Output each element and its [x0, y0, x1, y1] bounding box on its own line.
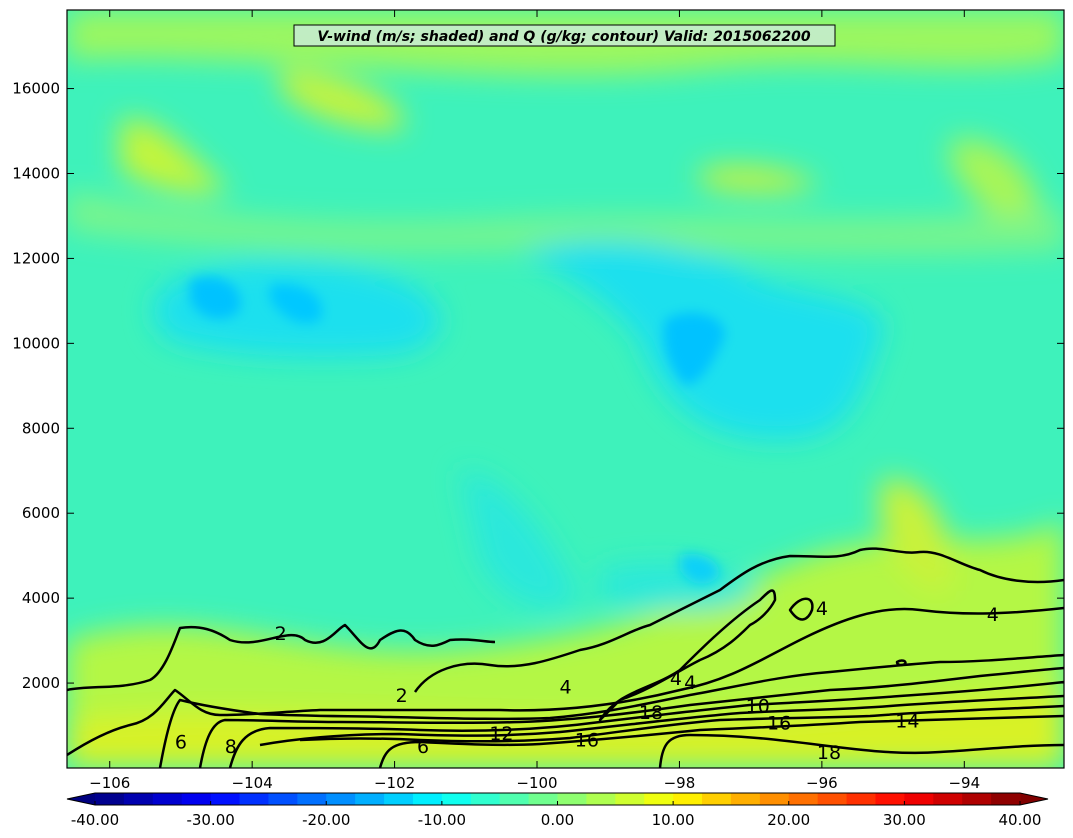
colorbar-segment	[586, 793, 616, 805]
colorbar-segment	[933, 793, 963, 805]
colorbar-segment	[268, 793, 298, 805]
q-contour-12	[228, 680, 1064, 768]
y-tick-label: 2000	[22, 674, 60, 692]
colorbar-tick-label: 40.00	[999, 811, 1042, 829]
colorbar-segment	[904, 793, 934, 805]
colorbar-tick-label: 10.00	[652, 811, 695, 829]
colorbar-tick-label: -10.00	[418, 811, 466, 829]
x-tick-label: −98	[664, 774, 696, 792]
contour-label: 16	[575, 729, 599, 751]
colorbar-segment	[615, 793, 645, 805]
colorbar-tick-label: -30.00	[186, 811, 234, 829]
colorbar-segment	[730, 793, 761, 805]
contour-label: 16	[767, 712, 791, 734]
q-contour-4-east	[788, 597, 814, 621]
title-box	[293, 24, 836, 47]
q-contour-16	[299, 704, 1064, 743]
x-axis: −106 −104 −102 −100 −98 −96 −94	[89, 10, 980, 792]
chart-title: V-wind (m/s; shaded) and Q (g/kg; contou…	[317, 29, 810, 45]
contour-label: 4	[987, 604, 999, 626]
colorbar-segment	[95, 793, 125, 805]
q-contour-lines	[67, 547, 1064, 768]
colorbar-segment	[470, 793, 501, 805]
colorbar-segment	[557, 793, 587, 805]
colorbar: -40.00 -30.00 -20.00 -10.00 0.00 10.00 20.00 30…	[66, 792, 1049, 829]
x-tick-label: −102	[374, 774, 415, 792]
contour-label: 18	[817, 742, 841, 764]
contour-label: 18	[639, 702, 663, 724]
plot-frame	[66, 9, 1065, 769]
contour-label: 10	[746, 695, 770, 717]
contour-label: 2	[396, 685, 408, 707]
y-tick-label: 4000	[22, 589, 60, 607]
colorbar-segment	[875, 793, 905, 805]
x-tick-label: −94	[948, 774, 980, 792]
q-contour-6	[67, 606, 1064, 757]
colorbar-segment	[123, 793, 154, 805]
shaded-field-minima	[190, 276, 725, 585]
colorbar-segment	[673, 793, 703, 805]
q-contour-18	[378, 714, 1064, 768]
colorbar-segment	[239, 793, 269, 805]
y-tick-label: 16000	[12, 80, 60, 98]
colorbar-segment	[759, 793, 790, 805]
colorbar-segment	[528, 793, 558, 805]
colorbar-tick-label: 20.00	[767, 811, 810, 829]
colorbar-segment	[412, 793, 443, 805]
contour-label: 6	[175, 732, 187, 754]
colorbar-segment	[644, 793, 674, 805]
x-tick-label: −106	[89, 774, 130, 792]
q-contour-4-inner	[598, 589, 777, 722]
colorbar-segment	[181, 793, 212, 805]
contour-label: 4	[559, 676, 571, 698]
contour-label: 8	[225, 736, 237, 758]
q-contour-14	[259, 694, 1064, 747]
y-tick-label: 10000	[12, 334, 60, 352]
colorbar-segment	[499, 793, 530, 805]
y-tick-label: 12000	[12, 249, 60, 267]
y-axis: 2000 4000 6000 8000 10000 12000 14000 16000	[12, 80, 1064, 692]
colorbar-extend-min	[67, 793, 95, 805]
q-contour-18-east	[658, 733, 1064, 768]
colorbar-tick-label: -20.00	[302, 811, 350, 829]
q-contour-4-outer	[413, 547, 1064, 693]
colorbar-segment	[355, 793, 385, 805]
contour-label: 6	[417, 736, 429, 758]
colorbar-segment	[817, 793, 848, 805]
contour-label: 4	[816, 598, 828, 620]
y-tick-label: 8000	[22, 419, 60, 437]
colorbar-tick-label: 30.00	[883, 811, 926, 829]
y-tick-label: 6000	[22, 504, 60, 522]
colorbar-segment	[962, 793, 992, 805]
colorbar-segment	[297, 793, 327, 805]
q-contour-10	[198, 666, 1064, 768]
contour-label: 12	[489, 723, 513, 745]
x-tick-label: −100	[516, 774, 557, 792]
contour-label: 14	[895, 710, 919, 732]
colorbar-extend-max	[1020, 793, 1048, 805]
colorbar-segment	[991, 793, 1021, 805]
q-contour-8	[158, 653, 1064, 768]
colorbar-segment	[384, 793, 414, 805]
x-tick-label: −96	[806, 774, 838, 792]
colorbar-tick-label: -40.00	[71, 811, 119, 829]
colorbar-tick-label: 0.00	[541, 811, 574, 829]
colorbar-segment	[441, 793, 472, 805]
colorbar-segment	[326, 793, 356, 805]
q-contour-dot	[895, 659, 907, 667]
y-tick-label: 14000	[12, 164, 60, 182]
colorbar-segment	[788, 793, 819, 805]
colorbar-segment	[846, 793, 876, 805]
colorbar-segment	[152, 793, 183, 805]
contour-label: 2	[275, 623, 287, 645]
colorbar-segment	[702, 793, 732, 805]
contour-label: 4	[670, 668, 682, 690]
contour-label: 4	[684, 672, 696, 694]
colorbar-segment	[210, 793, 241, 805]
q-contour-2	[67, 623, 496, 692]
x-tick-label: −104	[232, 774, 273, 792]
